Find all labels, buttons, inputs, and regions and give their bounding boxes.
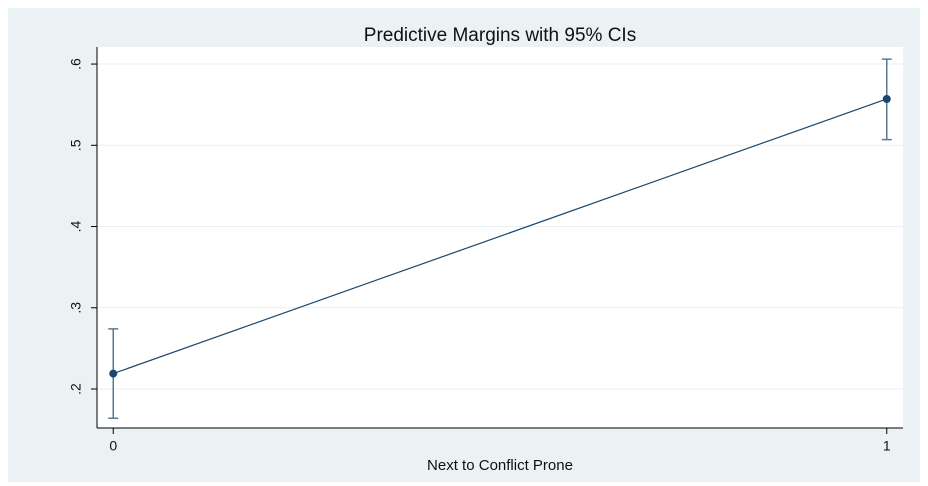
- y-tick-label: .4: [68, 220, 84, 232]
- y-tick-label: .2: [68, 383, 84, 395]
- x-tick-label: 1: [883, 438, 891, 454]
- series-line: [113, 98, 887, 375]
- data-point: [109, 369, 118, 378]
- x-tick-label: 0: [109, 438, 117, 454]
- x-axis-label: Next to Conflict Prone: [427, 457, 573, 474]
- chart-title: Predictive Margins with 95% CIs: [364, 25, 636, 46]
- data-point: [882, 94, 891, 103]
- y-tick-label: .3: [68, 302, 84, 314]
- y-tick-label: .5: [68, 139, 84, 151]
- plot-background: [97, 47, 903, 428]
- y-tick-label: .6: [68, 58, 84, 70]
